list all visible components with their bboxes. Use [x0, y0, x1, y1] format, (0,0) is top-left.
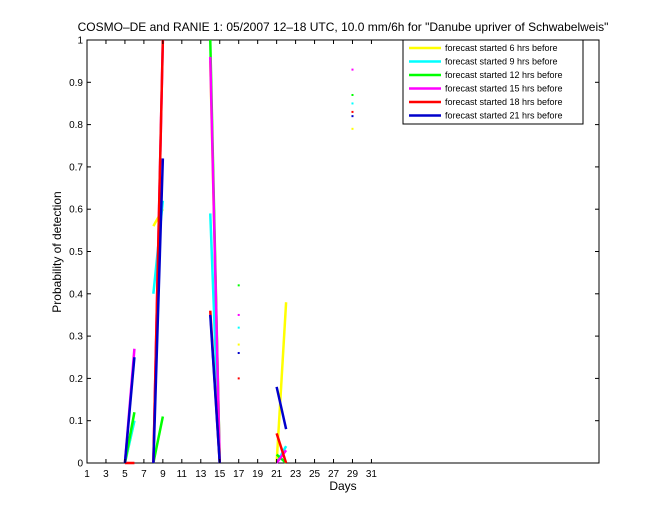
x-tick-label: 3 — [103, 469, 109, 480]
legend: forecast started 6 hrs before forecast st… — [402, 39, 584, 125]
series-point — [237, 343, 240, 346]
series-6 — [123, 115, 354, 464]
series-line — [275, 433, 288, 464]
series-point — [351, 115, 354, 118]
x-tick-label: 1 — [84, 469, 90, 480]
x-tick-label: 15 — [214, 469, 226, 480]
y-tick-label: 0.2 — [69, 374, 83, 385]
series-line — [209, 56, 221, 464]
series-line — [152, 416, 165, 464]
series-point — [237, 313, 240, 316]
y-tick-label: 0.9 — [69, 78, 83, 89]
series-line — [275, 449, 288, 464]
tick-layer: 1 3 5 7 9 11 13 15 17 19 21 23 25 27 29 3100.10.20.30.4… — [69, 36, 599, 480]
chart-title: COSMO–DE and RANIE 1: 05/2007 12–18 UTC,… — [78, 20, 609, 34]
series-line — [275, 386, 288, 430]
series-line — [123, 357, 136, 464]
y-tick-label: 0.4 — [69, 289, 83, 300]
x-tick-label: 19 — [252, 469, 264, 480]
x-tick-label: 27 — [328, 469, 340, 480]
x-tick-label: 31 — [366, 469, 378, 480]
legend-label: forecast started 6 hrs before — [445, 43, 558, 53]
x-tick-label: 13 — [195, 469, 207, 480]
legend-label: forecast started 18 hrs before — [445, 97, 563, 107]
x-tick-label: 17 — [233, 469, 245, 480]
y-tick-label: 0.8 — [69, 120, 83, 131]
series-line — [152, 158, 165, 464]
y-tick-label: 0.7 — [69, 162, 83, 173]
series-point — [237, 377, 240, 380]
x-tick-label: 7 — [141, 469, 147, 480]
x-tick-label: 25 — [309, 469, 321, 480]
x-tick-label: 11 — [177, 469, 188, 480]
series-point — [351, 110, 354, 113]
x-tick-label: 5 — [122, 469, 128, 480]
legend-label: forecast started 15 hrs before — [445, 84, 563, 94]
legend-box — [402, 39, 584, 125]
y-tick-label: 0.1 — [69, 416, 83, 427]
y-tick-label: 0.3 — [69, 332, 83, 343]
y-axis-label: Probability of detection — [50, 191, 64, 312]
x-tick-label: 23 — [290, 469, 302, 480]
x-axis-label: Days — [329, 479, 356, 493]
series-line — [209, 314, 221, 464]
legend-label: forecast started 21 hrs before — [445, 111, 563, 121]
legend-label: forecast started 9 hrs before — [445, 57, 558, 67]
series-point — [351, 68, 354, 71]
series-point — [351, 102, 354, 105]
series-point — [237, 284, 240, 287]
series-point — [351, 93, 354, 96]
y-tick-label: 1 — [77, 36, 83, 47]
series-point — [237, 326, 240, 329]
x-tick-label: 9 — [160, 469, 166, 480]
y-tick-label: 0.6 — [69, 205, 83, 216]
y-tick-label: 0.5 — [69, 247, 83, 258]
series-point — [237, 352, 240, 355]
series-point — [351, 127, 354, 130]
x-tick-label: 21 — [271, 469, 283, 480]
legend-label: forecast started 12 hrs before — [445, 70, 563, 80]
x-tick-label: 29 — [347, 469, 359, 480]
series-layer — [123, 39, 354, 465]
y-tick-label: 0 — [77, 459, 83, 470]
